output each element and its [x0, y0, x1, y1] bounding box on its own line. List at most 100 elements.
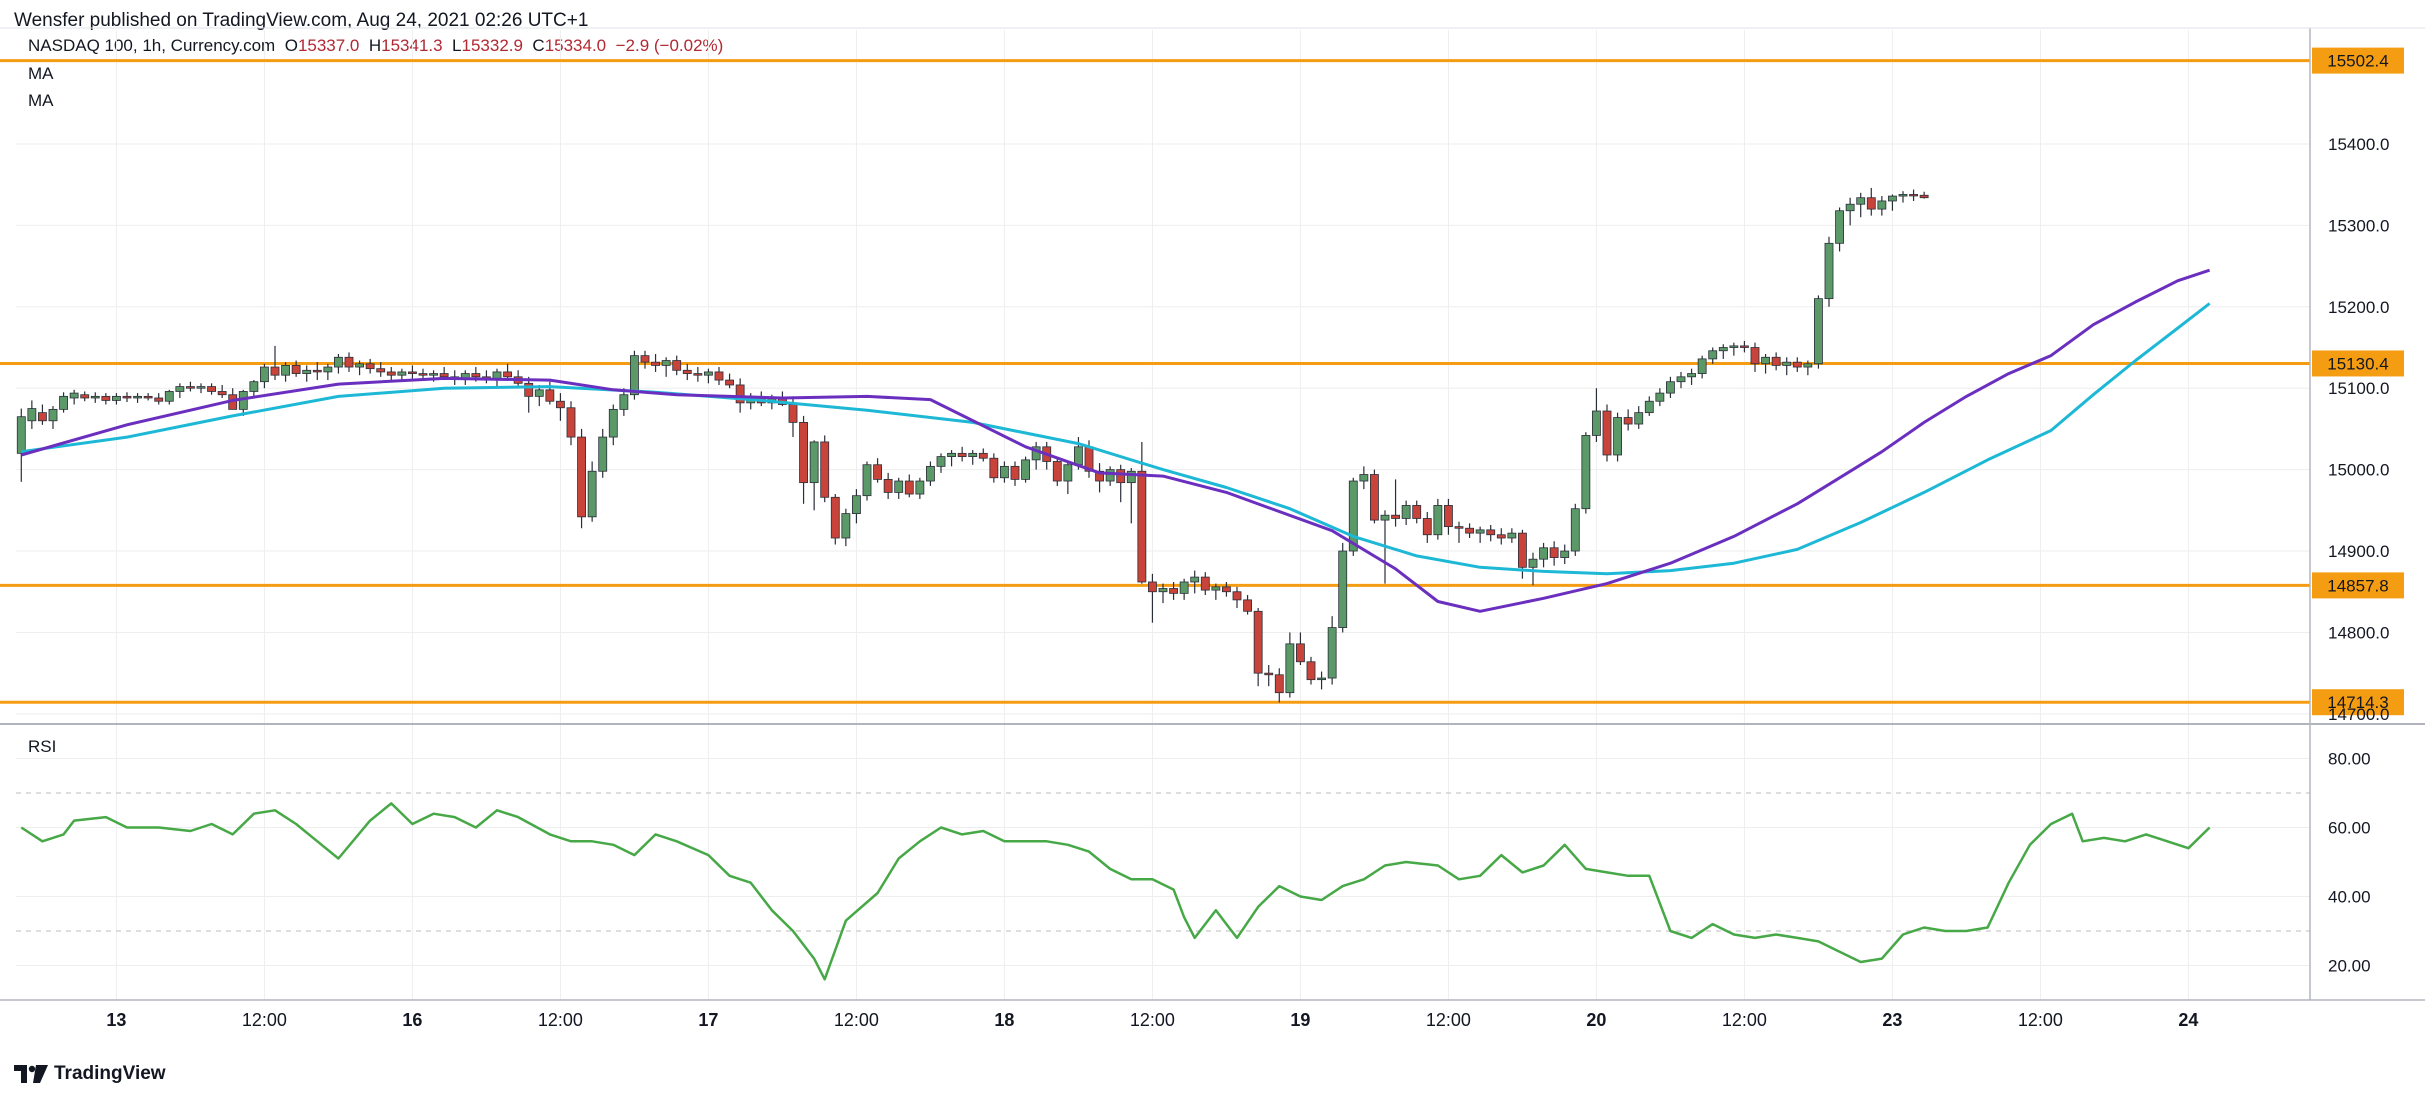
candle [968, 450, 978, 465]
candle [186, 381, 195, 392]
candle-body [661, 360, 671, 366]
candle [1835, 207, 1844, 252]
candle-body [1919, 194, 1929, 199]
candle-body [1338, 550, 1348, 628]
candle-body [1592, 410, 1601, 436]
open-value: 15337.0 [297, 36, 360, 55]
rsi-line [20, 802, 2211, 981]
time-tick-label: 24 [2178, 1010, 2198, 1030]
candle [1666, 376, 1675, 398]
candle [1697, 355, 1707, 379]
candle [1296, 632, 1305, 666]
candle-body [154, 397, 164, 402]
rsi-tick-label: 40.00 [2328, 888, 2371, 907]
candle [989, 453, 999, 483]
candle-body [1380, 514, 1390, 521]
candle-body [1634, 412, 1644, 425]
price-tick-label: 15200.0 [2328, 298, 2389, 317]
candle-body [1835, 210, 1844, 244]
candle [1126, 467, 1136, 524]
candle [1243, 594, 1252, 615]
candle [1444, 498, 1453, 535]
candle [947, 450, 956, 467]
candle [915, 477, 925, 499]
candle [1898, 191, 1908, 203]
open-label: O [284, 36, 298, 55]
candle [207, 383, 216, 395]
candle-body [133, 395, 142, 399]
candle-body [1010, 465, 1020, 480]
candle-body [164, 391, 174, 402]
candle-body [1211, 586, 1221, 591]
candle [312, 362, 322, 381]
candle-body [1465, 527, 1474, 534]
price-tick-label: 15000.0 [2328, 461, 2389, 480]
candle-body [968, 452, 978, 457]
candle [217, 384, 227, 398]
candle [1031, 441, 1041, 470]
candle [714, 367, 724, 385]
published-by-text: Wensfer published on TradingView.com, Au… [14, 10, 589, 31]
candle-body [1401, 505, 1411, 519]
candle [725, 373, 734, 389]
candle [1116, 464, 1126, 503]
candle-body [1644, 400, 1654, 414]
tradingview-logo[interactable]: TradingView [14, 1063, 166, 1085]
candle [1454, 521, 1464, 543]
candle-body [1898, 194, 1908, 197]
candle-body [1433, 505, 1443, 536]
candle-body [207, 386, 216, 392]
candle-body [894, 480, 904, 493]
candle-body [672, 360, 682, 371]
candle [862, 461, 872, 501]
candle [16, 408, 26, 482]
candle-body [1095, 470, 1104, 482]
candle-body [1422, 518, 1432, 536]
ma-legend-2[interactable]: MA [28, 91, 54, 110]
time-tick-label: 18 [994, 1010, 1014, 1030]
candle [1771, 352, 1781, 371]
candle [122, 392, 132, 403]
candle-body [1771, 356, 1781, 366]
candle-body [112, 395, 121, 401]
candle-body [69, 392, 79, 399]
candle [587, 461, 597, 522]
candle-body [904, 480, 914, 495]
candle [841, 508, 851, 547]
candle-body [619, 394, 629, 410]
candle [1264, 665, 1274, 687]
candle-body [1570, 508, 1580, 552]
candle [809, 440, 819, 511]
candle [1708, 347, 1718, 364]
candle-body [820, 441, 830, 498]
rsi-legend[interactable]: RSI [28, 737, 57, 756]
tradingview-brand-text: TradingView [54, 1063, 166, 1084]
candle [1370, 469, 1379, 524]
candle-body [926, 465, 935, 482]
candle-body [1179, 581, 1189, 594]
candle-body [1909, 194, 1918, 197]
candle-body [1243, 599, 1252, 612]
axis-layer: 14700.0 14800.0 14900.0 15000.0 15100.0 15200… [0, 27, 2425, 1030]
candle-body [122, 395, 132, 399]
candle-body [1560, 550, 1570, 558]
ma-fast-line [20, 268, 2211, 613]
candle-body [1169, 588, 1178, 594]
grid-layer [16, 30, 2310, 1000]
candle-body [1623, 417, 1633, 425]
candle-body [80, 394, 90, 399]
candle [577, 428, 586, 529]
candle [693, 367, 703, 382]
candle [112, 393, 121, 405]
candle [1422, 511, 1432, 543]
ma-legend-1[interactable]: MA [28, 64, 54, 83]
candle [291, 360, 301, 377]
candle-body [1285, 643, 1295, 694]
ohlc-values: O15337.0 H15341.3 L15332.9 C15334.0 −2.9… [280, 36, 724, 55]
candle-body [1792, 361, 1802, 368]
candle-body [1581, 435, 1591, 510]
candle [270, 345, 280, 381]
moving-averages-layer [20, 268, 2211, 613]
candle-body [1264, 672, 1274, 676]
